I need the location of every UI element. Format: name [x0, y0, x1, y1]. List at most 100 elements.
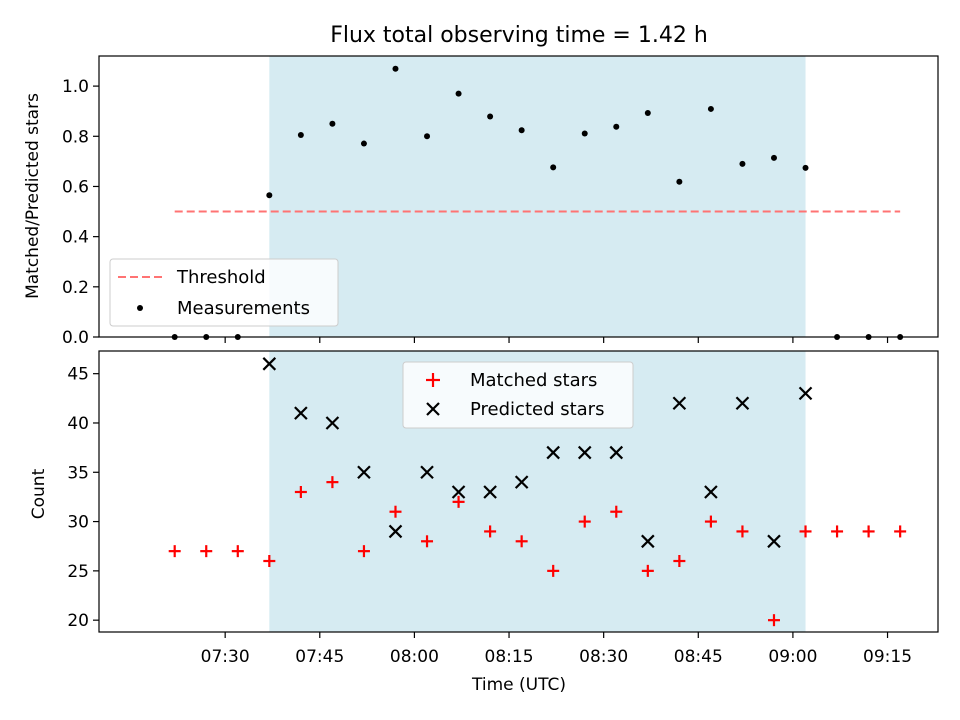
bottom-x-axis-label: Time (UTC) [471, 675, 566, 695]
predicted-star-point [546, 445, 560, 460]
predicted-star-point [388, 524, 403, 539]
bottom-y-tick-label: 45 [67, 365, 89, 385]
matched-star-point [767, 614, 780, 627]
x-tick-label: 08:00 [390, 647, 439, 667]
x-tick-label: 09:15 [863, 647, 912, 667]
predicted-star-point [735, 396, 750, 411]
measurement-point [770, 154, 777, 161]
measurement-point [707, 105, 714, 112]
legend-measurements-label: Measurements [177, 298, 310, 319]
matched-star-point [294, 485, 307, 498]
matched-star-point [547, 564, 560, 577]
predicted-star-point [483, 485, 497, 499]
top-legend: Threshold Measurements [109, 258, 339, 327]
legend-predicted-label: Predicted stars [470, 399, 604, 420]
measurement-point [550, 164, 557, 171]
top-observing-window-shade [269, 56, 806, 337]
top-measurement-points [171, 65, 904, 340]
x-tick-label: 09:00 [768, 647, 817, 667]
predicted-star-point [262, 357, 277, 371]
matched-star-point [831, 525, 844, 538]
matched-star-point [389, 505, 402, 518]
measurement-point [518, 127, 525, 134]
bottom-legend-box [402, 361, 634, 429]
matched-star-point [704, 515, 717, 528]
matched-star-point [736, 525, 749, 538]
measurement-point [613, 123, 620, 130]
matched-star-point [610, 505, 623, 518]
predicted-star-point [420, 465, 434, 480]
measurement-point [487, 113, 494, 120]
measurement-point [739, 160, 746, 167]
top-y-tick-label: 0.8 [62, 127, 89, 147]
top-panel: 0.0 0.2 0.4 0.6 0.8 1.0 Matched/Predicted sta… [23, 55, 939, 348]
matched-star-point [515, 535, 528, 548]
x-tick-label: 07:30 [201, 647, 250, 667]
x-tick-label: 07:45 [295, 647, 344, 667]
bottom-y-axis-ticks: 20 25 30 35 40 45 [67, 365, 99, 631]
measurement-point [581, 130, 588, 137]
measurement-point [266, 192, 273, 199]
matched-star-point [231, 545, 244, 558]
measurement-point [392, 65, 399, 72]
top-legend-box [109, 258, 339, 327]
top-y-tick-label: 0.2 [62, 278, 89, 298]
matched-star-point [452, 495, 465, 508]
measurement-point [802, 164, 809, 171]
legend-threshold-label: Threshold [176, 267, 266, 288]
bottom-y-axis-label: Count [29, 468, 49, 519]
predicted-star-point [514, 475, 529, 489]
top-y-tick-label: 0.0 [62, 328, 89, 348]
bottom-y-tick-label: 30 [67, 513, 89, 533]
matched-star-point [421, 535, 434, 548]
predicted-star-point [704, 485, 718, 499]
predicted-star-point [577, 445, 592, 460]
matched-star-point [200, 545, 213, 558]
predicted-star-point [357, 465, 371, 480]
top-y-tick-label: 0.4 [62, 228, 89, 248]
matched-star-point [484, 525, 497, 538]
legend-matched-swatch [426, 373, 440, 387]
matched-star-point [578, 515, 591, 528]
predicted-star-point [325, 416, 340, 430]
legend-measurements-swatch [137, 305, 143, 311]
measurement-point [644, 109, 651, 116]
predicted-star-point [641, 534, 655, 549]
x-tick-label: 08:45 [674, 647, 723, 667]
chart-title: Flux total observing time = 1.42 h [330, 23, 708, 48]
measurement-point [424, 133, 431, 140]
measurement-point [455, 90, 462, 97]
bottom-y-tick-label: 20 [67, 611, 89, 631]
top-x-axis-ticks [224, 337, 889, 343]
legend-predicted-swatch [426, 402, 440, 416]
bottom-count-points [168, 357, 907, 627]
x-tick-label: 08:30 [579, 647, 628, 667]
top-y-tick-label: 0.6 [62, 177, 89, 197]
matched-star-point [357, 545, 370, 558]
matched-star-point [326, 476, 339, 489]
bottom-panel: 20 25 30 35 40 45 07:30 07:45 08:00 08:15 08:30 08… [29, 350, 939, 695]
top-y-axis-label: Matched/Predicted stars [23, 93, 43, 299]
predicted-star-point [451, 485, 466, 499]
matched-star-point [263, 555, 276, 568]
top-axes-frame [98, 55, 939, 338]
matched-star-point [168, 545, 181, 558]
measurement-point [676, 178, 683, 185]
bottom-y-tick-label: 40 [67, 414, 89, 434]
x-tick-label: 08:15 [485, 647, 534, 667]
top-y-axis-ticks: 0.0 0.2 0.4 0.6 0.8 1.0 [62, 77, 99, 348]
top-y-tick-label: 1.0 [62, 77, 89, 97]
top-shade-region [269, 56, 806, 337]
bottom-axes-frame [98, 350, 939, 633]
matched-star-point [799, 525, 812, 538]
matched-star-point [641, 564, 654, 577]
bottom-y-tick-label: 35 [67, 463, 89, 483]
measurement-point [360, 140, 367, 147]
bottom-x-axis-ticks: 07:30 07:45 08:00 08:15 08:30 08:45 09:00 09:15 [201, 632, 912, 667]
bottom-legend: Matched stars Predicted stars [402, 361, 634, 429]
predicted-star-point [294, 406, 308, 420]
matched-star-point [894, 525, 907, 538]
predicted-star-point [798, 386, 813, 401]
legend-matched-label: Matched stars [470, 370, 597, 391]
